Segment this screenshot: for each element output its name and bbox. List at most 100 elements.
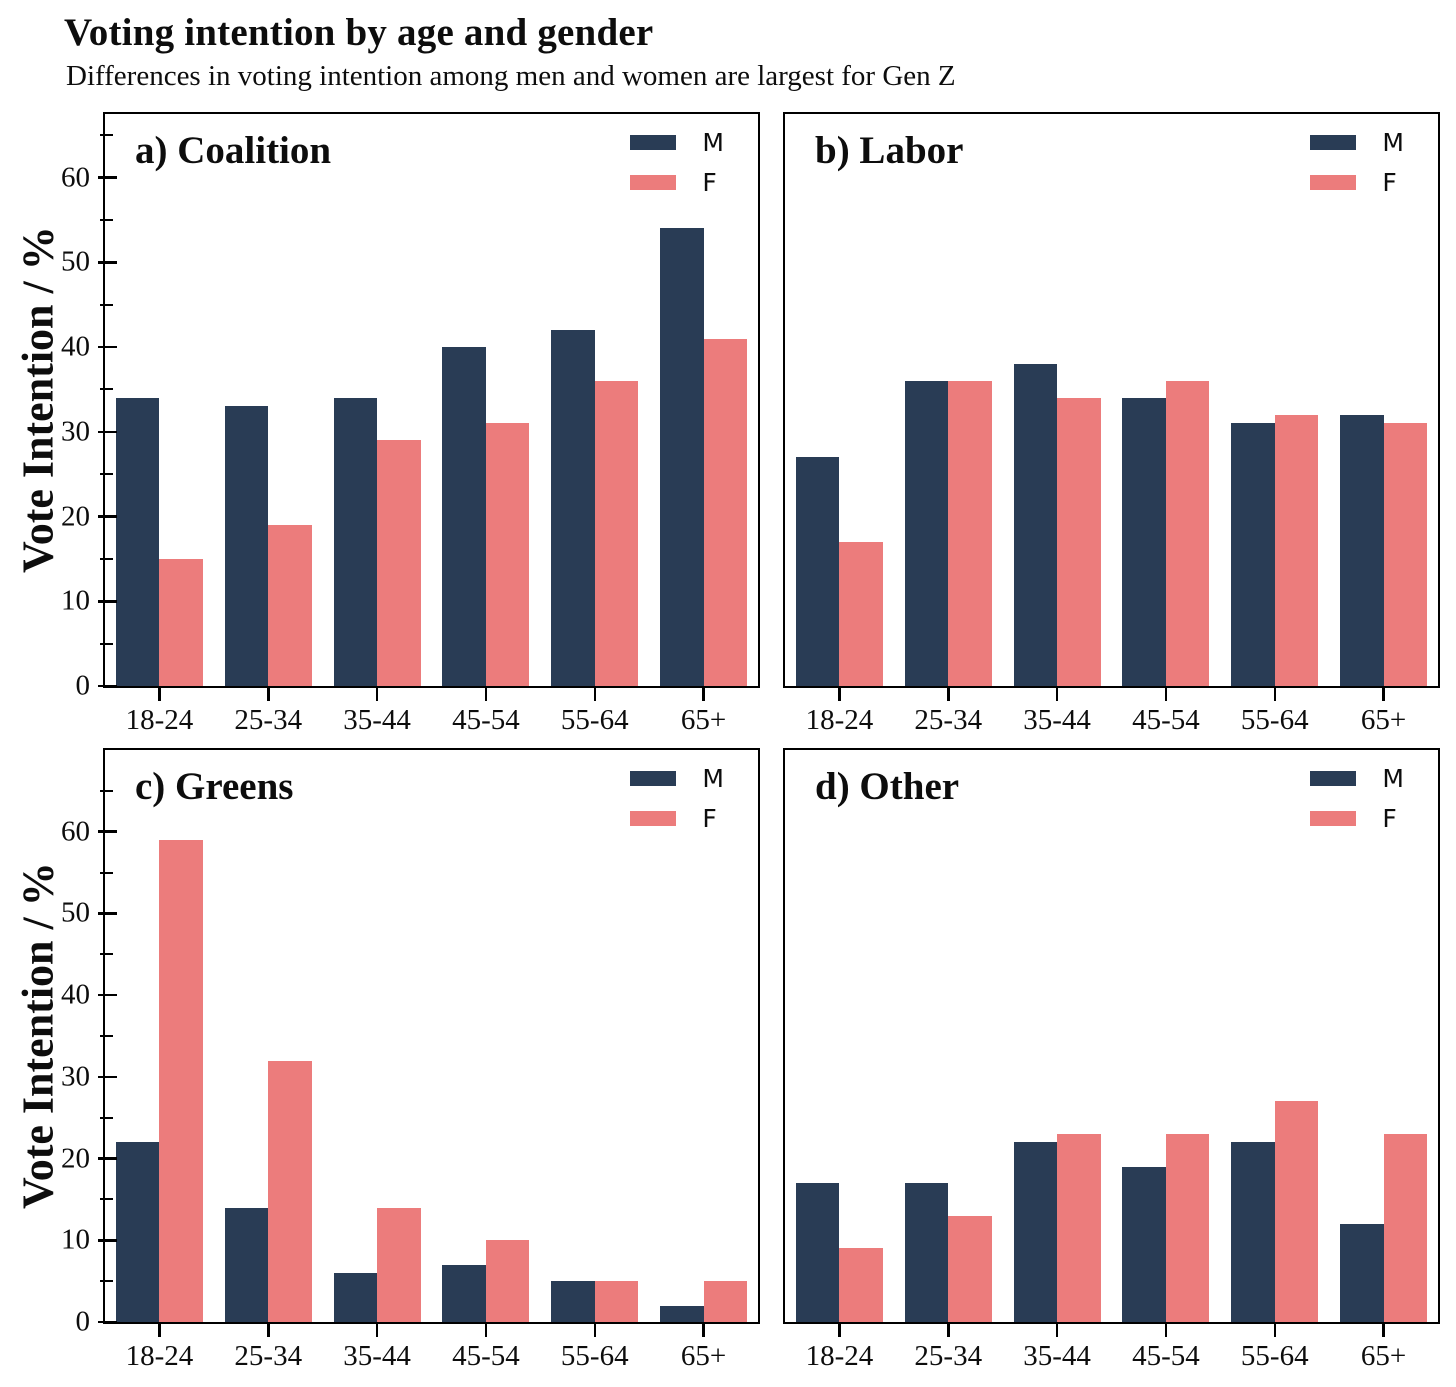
y-minor-tick <box>100 134 113 137</box>
x-tick <box>375 1322 379 1337</box>
bar-female <box>1165 380 1210 686</box>
x-tick <box>702 1322 705 1337</box>
bar-female <box>594 1281 639 1322</box>
y-tick <box>98 993 117 997</box>
bar-female <box>159 839 203 1322</box>
legend-swatch-female <box>630 175 677 190</box>
legend-label-male: M <box>1382 764 1404 793</box>
y-tick <box>98 1239 117 1242</box>
x-tick-label: 55-64 <box>560 1340 629 1372</box>
x-tick <box>1055 1322 1059 1337</box>
y-tick <box>98 1320 117 1324</box>
y-minor-tick <box>100 303 113 306</box>
legend-swatch-male <box>1310 771 1357 786</box>
legend-label-female: F <box>1382 804 1397 833</box>
x-tick <box>484 1322 488 1337</box>
x-tick <box>158 686 161 701</box>
legend-label-female: F <box>702 804 717 833</box>
legend-row-female: F <box>630 806 724 831</box>
bar-female <box>948 380 992 686</box>
bar-male <box>904 380 949 686</box>
x-tick-label: 45-54 <box>1132 1340 1200 1372</box>
legend-row-female: F <box>630 170 724 195</box>
legend: M F <box>1310 130 1404 195</box>
x-tick <box>1055 686 1059 701</box>
x-tick-label: 25-34 <box>234 704 303 736</box>
legend: M F <box>1310 766 1404 831</box>
x-tick <box>1382 1322 1385 1337</box>
x-tick <box>267 1322 270 1337</box>
y-tick-label: 40 <box>61 330 90 363</box>
x-tick <box>1273 686 1276 701</box>
y-tick <box>98 600 117 603</box>
bar-female <box>1383 423 1428 686</box>
bar-male <box>115 1142 160 1322</box>
chart-title: Voting intention by age and gender <box>64 11 654 54</box>
bar-female <box>1274 1101 1319 1322</box>
y-tick-label: 30 <box>61 1060 90 1093</box>
y-minor-tick <box>100 871 113 874</box>
panel-title: b) Labor <box>815 129 964 172</box>
bar-female <box>839 1248 883 1322</box>
y-minor-tick <box>100 1198 113 1201</box>
legend-label-female: F <box>1382 168 1397 197</box>
y-tick-label: 10 <box>61 584 90 617</box>
y-tick-label: 60 <box>61 815 90 848</box>
x-tick <box>158 1322 161 1337</box>
bar-female <box>159 558 203 686</box>
y-minor-tick <box>100 1035 113 1037</box>
legend-swatch-female <box>1310 811 1357 826</box>
x-tick-label: 25-34 <box>234 1340 303 1372</box>
legend: M F <box>630 130 724 195</box>
plot-area: 18-24 25-34 35-44 45-54 55-64 65+ <box>785 114 1438 736</box>
panel-greens: 18-24 25-34 35-44 45-54 55-64 65+ 0 10 20 30 40 50 6… <box>61 748 760 1372</box>
y-tick <box>98 684 117 688</box>
plot-area: 18-24 25-34 35-44 45-54 55-64 65+ <box>785 750 1438 1372</box>
legend-label-male: M <box>1382 128 1404 157</box>
x-tick-label: 18-24 <box>805 704 874 736</box>
y-minor-tick <box>100 1116 113 1119</box>
legend-row-male: M <box>630 130 724 155</box>
y-tick-label: 0 <box>75 1305 91 1338</box>
legend-label-male: M <box>702 128 724 157</box>
legend-swatch-female <box>1310 175 1357 190</box>
x-tick-label: 45-54 <box>452 1340 520 1372</box>
y-tick <box>98 515 117 518</box>
x-tick <box>484 686 488 701</box>
bar-male <box>442 1264 486 1322</box>
x-tick-label: 65+ <box>1360 704 1407 736</box>
x-tick-label: 65+ <box>1360 1340 1407 1372</box>
x-tick-label: 45-54 <box>1132 704 1200 736</box>
bar-male <box>1340 414 1384 686</box>
bar-male <box>551 1281 595 1322</box>
y-minor-tick <box>100 218 113 221</box>
x-tick <box>593 686 596 701</box>
x-tick <box>1164 686 1168 701</box>
legend-swatch-female <box>630 811 677 826</box>
panel-title: a) Coalition <box>135 129 332 172</box>
x-tick-label: 25-34 <box>914 704 983 736</box>
y-minor-tick <box>100 557 113 560</box>
x-tick-label: 35-44 <box>1023 704 1091 736</box>
y-tick-label: 0 <box>75 669 91 702</box>
x-tick <box>593 1322 596 1337</box>
legend-swatch-male <box>630 135 677 150</box>
bar-female <box>268 1060 312 1322</box>
y-axis-label-top-row: Vote Intention / % <box>13 226 63 574</box>
y-tick <box>98 176 117 179</box>
x-tick <box>267 686 270 701</box>
bar-female <box>1057 397 1101 686</box>
legend-label-male: M <box>702 764 724 793</box>
y-minor-tick <box>100 789 113 792</box>
x-tick-label: 18-24 <box>805 1340 874 1372</box>
bar-female <box>377 1207 421 1322</box>
x-tick <box>1164 1322 1168 1337</box>
bar-male <box>1122 397 1166 686</box>
bar-female <box>703 338 748 686</box>
x-tick-label: 35-44 <box>343 1340 411 1372</box>
bar-male <box>1122 1166 1166 1322</box>
x-tick <box>375 686 379 701</box>
y-tick-label: 50 <box>61 896 90 929</box>
legend: M F <box>630 766 724 831</box>
